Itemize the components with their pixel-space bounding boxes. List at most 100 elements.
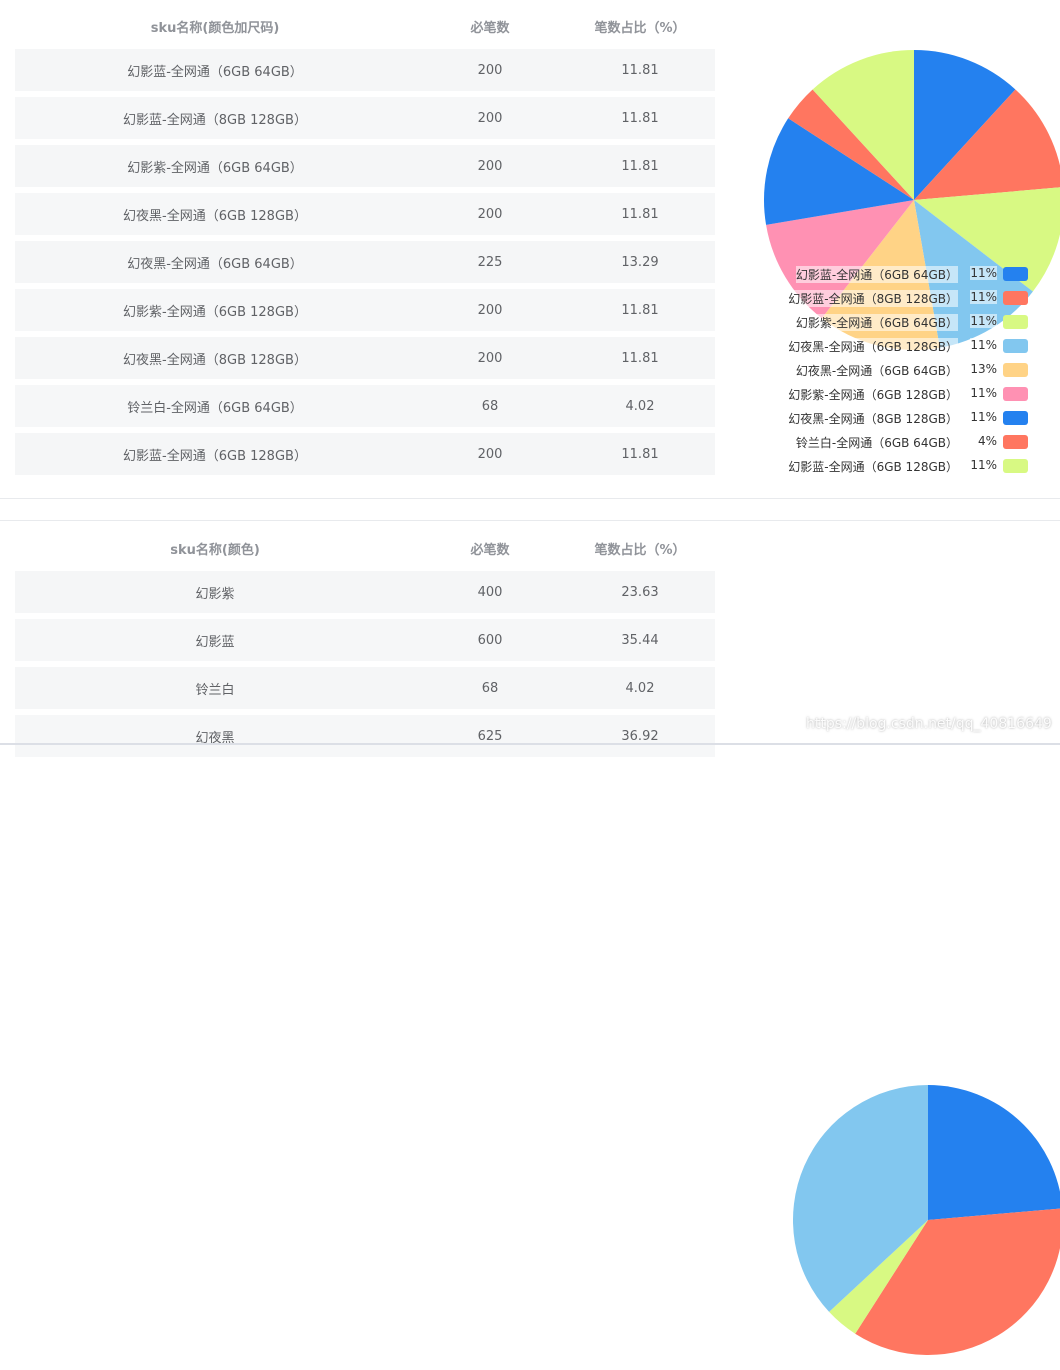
table-row[interactable]: 幻影紫 400 23.63 (15, 571, 715, 613)
ratio-cell: 11.81 (565, 337, 715, 379)
column-header-sku-name[interactable]: sku名称(颜色加尺码) (150, 20, 280, 36)
sku-name-cell: 幻影紫 (15, 571, 415, 613)
legend-item[interactable]: 幻影紫-全网通（6GB 64GB） 11% (760, 310, 1030, 334)
ratio-cell: 13.29 (565, 241, 715, 283)
sku-name-cell: 幻夜黑-全网通（6GB 128GB） (15, 193, 415, 235)
count-cell: 200 (415, 433, 565, 475)
sku-name-cell: 幻夜黑 (15, 715, 415, 757)
column-header-count[interactable]: 必笔数 (470, 20, 510, 36)
legend-item[interactable]: 幻影紫-全网通（6GB 128GB） 11% (760, 382, 1030, 406)
count-cell: 200 (415, 49, 565, 91)
column-header-ratio[interactable]: 笔数占比（%） (594, 20, 686, 36)
column-header-sku-name[interactable]: sku名称(颜色) (170, 542, 260, 558)
legend-swatch (1003, 435, 1028, 449)
pie-slice[interactable] (812, 50, 914, 200)
count-cell: 225 (415, 241, 565, 283)
legend-label: 幻夜黑-全网通（8GB 128GB） (788, 410, 958, 427)
legend-item[interactable]: 幻影蓝-全网通（6GB 128GB） 11% (760, 454, 1030, 478)
sku-name-cell: 幻影蓝-全网通（6GB 128GB） (15, 433, 415, 475)
pie-slice[interactable] (914, 50, 1016, 200)
ratio-cell: 4.02 (565, 667, 715, 709)
table-row[interactable]: 幻影蓝 600 35.44 (15, 619, 715, 661)
count-cell: 68 (415, 385, 565, 427)
legend-swatch (1003, 363, 1028, 377)
sku-size-pie-legend: 幻影蓝-全网通（6GB 64GB） 11% 幻影蓝-全网通（8GB 128GB） 11… (760, 262, 1030, 478)
legend-swatch (1003, 339, 1028, 353)
legend-label: 幻夜黑-全网通（6GB 128GB） (788, 338, 958, 355)
count-cell: 200 (415, 97, 565, 139)
legend-item[interactable]: 幻夜黑-全网通（8GB 128GB） 11% (760, 406, 1030, 430)
legend-swatch (1003, 315, 1028, 329)
ratio-cell: 11.81 (565, 193, 715, 235)
sku-size-table: sku名称(颜色加尺码) 必笔数 笔数占比（%） 幻影蓝-全网通（6GB 64G… (15, 3, 715, 481)
pie-slice[interactable] (766, 200, 914, 319)
sku-name-cell: 铃兰白-全网通（6GB 64GB） (15, 385, 415, 427)
count-cell: 200 (415, 145, 565, 187)
legend-label: 幻影紫-全网通（6GB 128GB） (788, 386, 958, 403)
table-row[interactable]: 幻夜黑-全网通（6GB 128GB） 200 11.81 (15, 193, 715, 235)
table-row[interactable]: 铃兰白 68 4.02 (15, 667, 715, 709)
pie-slice[interactable] (788, 89, 914, 200)
section-divider (0, 498, 1060, 499)
ratio-cell: 4.02 (565, 385, 715, 427)
ratio-cell: 35.44 (565, 619, 715, 661)
table-header-row: sku名称(颜色) 必笔数 笔数占比（%） (15, 531, 715, 565)
legend-swatch (1003, 291, 1028, 305)
pie-slice[interactable] (764, 118, 914, 225)
sku-name-cell: 幻影蓝 (15, 619, 415, 661)
ratio-cell: 11.81 (565, 49, 715, 91)
sku-name-cell: 幻影紫-全网通（6GB 64GB） (15, 145, 415, 187)
table-row[interactable]: 铃兰白-全网通（6GB 64GB） 68 4.02 (15, 385, 715, 427)
sku-name-cell: 幻夜黑-全网通（8GB 128GB） (15, 337, 415, 379)
count-cell: 200 (415, 193, 565, 235)
count-cell: 200 (415, 337, 565, 379)
legend-swatch (1003, 267, 1028, 281)
legend-percent: 11% (970, 338, 997, 352)
legend-percent: 4% (977, 434, 997, 448)
sku-color-pie-chart (792, 1085, 1060, 1355)
sku-name-cell: 幻影紫-全网通（6GB 128GB） (15, 289, 415, 331)
table-row[interactable]: 幻夜黑-全网通（8GB 128GB） 200 11.81 (15, 337, 715, 379)
count-cell: 625 (415, 715, 565, 757)
legend-item[interactable]: 幻夜黑-全网通（6GB 128GB） 11% (760, 334, 1030, 358)
legend-swatch (1003, 387, 1028, 401)
pie-slice[interactable] (928, 1085, 1060, 1220)
ratio-cell: 11.81 (565, 97, 715, 139)
table-row[interactable]: 幻影紫-全网通（6GB 128GB） 200 11.81 (15, 289, 715, 331)
sku-name-cell: 幻影蓝-全网通（8GB 128GB） (15, 97, 415, 139)
legend-swatch (1003, 459, 1028, 473)
legend-item[interactable]: 幻夜黑-全网通（6GB 64GB） 13% (760, 358, 1030, 382)
pie-slice[interactable] (914, 187, 1060, 292)
ratio-cell: 11.81 (565, 433, 715, 475)
watermark-text: https://blog.csdn.net/qq_40816649 (806, 716, 1052, 732)
count-cell: 68 (415, 667, 565, 709)
sku-name-cell: 幻夜黑-全网通（6GB 64GB） (15, 241, 415, 283)
legend-percent: 11% (970, 314, 997, 328)
legend-percent: 11% (970, 290, 997, 304)
legend-label: 幻夜黑-全网通（6GB 64GB） (795, 362, 958, 379)
pie-slice[interactable] (914, 89, 1060, 200)
table-row[interactable]: 幻夜黑 625 36.92 (15, 715, 715, 757)
legend-percent: 11% (970, 410, 997, 424)
legend-label: 幻影紫-全网通（6GB 64GB） (795, 314, 958, 331)
column-header-ratio[interactable]: 笔数占比（%） (594, 542, 686, 558)
table-row[interactable]: 幻影蓝-全网通（6GB 64GB） 200 11.81 (15, 49, 715, 91)
column-header-count[interactable]: 必笔数 (470, 542, 510, 558)
table-row[interactable]: 幻影蓝-全网通（8GB 128GB） 200 11.81 (15, 97, 715, 139)
legend-item[interactable]: 幻影蓝-全网通（8GB 128GB） 11% (760, 286, 1030, 310)
ratio-cell: 11.81 (565, 145, 715, 187)
legend-label: 幻影蓝-全网通（6GB 64GB） (795, 266, 958, 283)
table-row[interactable]: 幻夜黑-全网通（6GB 64GB） 225 13.29 (15, 241, 715, 283)
legend-item[interactable]: 铃兰白-全网通（6GB 64GB） 4% (760, 430, 1030, 454)
section-divider (0, 520, 1060, 521)
ratio-cell: 11.81 (565, 289, 715, 331)
table-row[interactable]: 幻影蓝-全网通（6GB 128GB） 200 11.81 (15, 433, 715, 475)
legend-label: 铃兰白-全网通（6GB 64GB） (795, 434, 958, 451)
table-row[interactable]: 幻影紫-全网通（6GB 64GB） 200 11.81 (15, 145, 715, 187)
legend-percent: 13% (970, 362, 997, 376)
legend-item[interactable]: 幻影蓝-全网通（6GB 64GB） 11% (760, 262, 1030, 286)
legend-percent: 11% (970, 458, 997, 472)
sku-color-table: sku名称(颜色) 必笔数 笔数占比（%） 幻影紫 400 23.63 幻影蓝 … (15, 525, 715, 763)
legend-label: 幻影蓝-全网通（6GB 128GB） (788, 458, 958, 475)
sku-name-cell: 铃兰白 (15, 667, 415, 709)
